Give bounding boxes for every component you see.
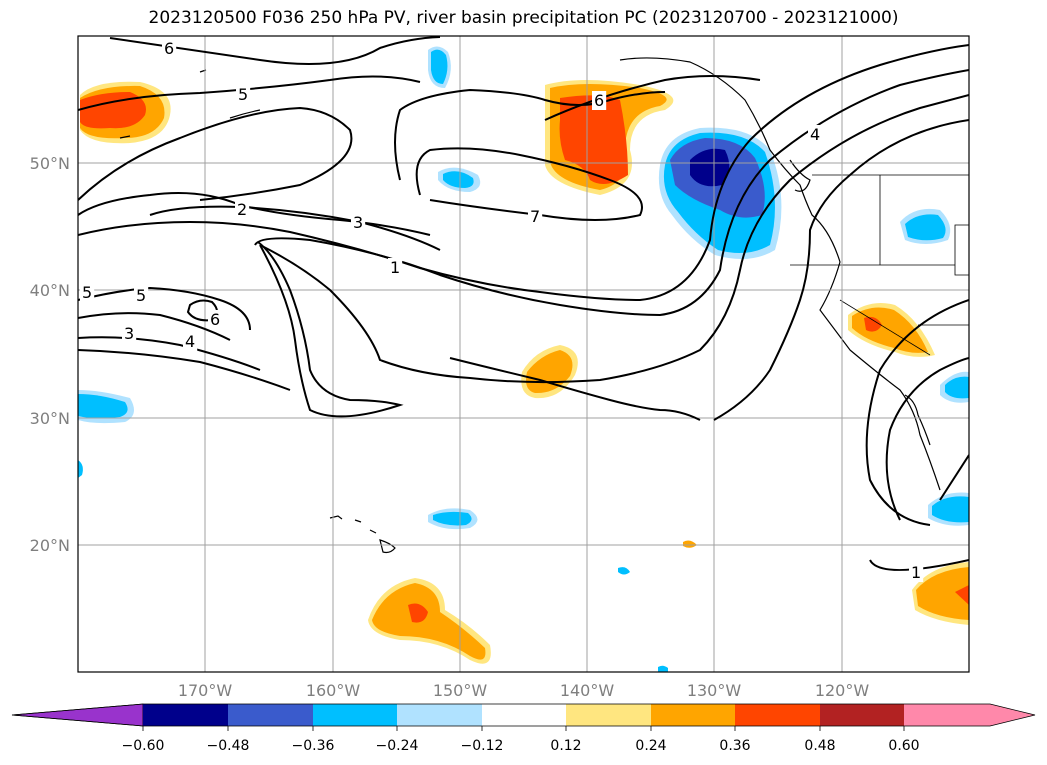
lat-tick-label: 50°N — [30, 154, 70, 173]
colorbar-swatch — [482, 704, 566, 726]
contour-label: 6 — [164, 39, 174, 58]
state-borders — [790, 174, 969, 356]
contour-labels: 6 5 2 3 1 5 5 6 3 4 6 7 4 1 — [80, 39, 924, 582]
map-title: 2023120500 F036 250 hPa PV, river basin … — [148, 8, 899, 28]
colorbar-swatch — [143, 704, 228, 726]
pv-contours — [78, 36, 969, 571]
contour-label: 6 — [210, 310, 220, 329]
colorbar-under-arrow — [11, 703, 144, 727]
colorbar-over-arrow — [904, 704, 1035, 726]
contour-label-halo — [134, 286, 149, 305]
contour-label-halo — [208, 310, 223, 329]
contour-label-halo — [80, 283, 95, 302]
colorbar-tick-label: −0.24 — [376, 738, 419, 754]
contour-label-halo — [183, 332, 198, 351]
lon-tick-label: 140°W — [560, 681, 615, 700]
contour-label: 1 — [911, 563, 921, 582]
colorbar-swatch — [566, 704, 651, 726]
contour-label-halo — [122, 324, 137, 343]
contour-label-halo — [528, 207, 543, 226]
lat-axis: 50°N 40°N 30°N 20°N — [30, 154, 70, 555]
contour-label: 5 — [238, 85, 248, 104]
contour-label-halo — [388, 258, 403, 277]
colorbar-tick-label: 0.60 — [888, 738, 919, 754]
colorbar-tick-label: 0.12 — [550, 738, 581, 754]
contour-label-halo — [909, 563, 924, 582]
colorbar-swatch — [397, 704, 482, 726]
colorbar-tick-label: 0.48 — [804, 738, 835, 754]
colorbar-tick-label: 0.24 — [635, 738, 666, 754]
contour-label-halo — [236, 85, 251, 104]
contour-label: 1 — [390, 258, 400, 277]
lat-tick-label: 40°N — [30, 281, 70, 300]
colorbar-tick-label: −0.36 — [292, 738, 335, 754]
contour-label: 3 — [124, 324, 134, 343]
colorbar-swatch — [228, 704, 313, 726]
map-area: 6 5 2 3 1 5 5 6 3 4 6 7 4 1 — [78, 36, 969, 672]
contour-label: 3 — [353, 213, 363, 232]
lat-tick-label: 30°N — [30, 409, 70, 428]
colorbar-tick-label: 0.36 — [719, 738, 750, 754]
contour-label-halo — [351, 213, 366, 232]
lon-tick-label: 150°W — [433, 681, 488, 700]
contour-label: 7 — [530, 207, 540, 226]
lat-tick-label: 20°N — [30, 536, 70, 555]
map-frame — [77, 35, 970, 673]
lon-tick-label: 130°W — [687, 681, 742, 700]
contour-label: 4 — [185, 332, 195, 351]
contour-label: 2 — [237, 200, 247, 219]
colorbar-tick-label: −0.60 — [122, 738, 165, 754]
lon-tick-label: 170°W — [178, 681, 233, 700]
lon-tick-label: 120°W — [815, 681, 870, 700]
colorbar-swatch — [735, 704, 820, 726]
contour-label-halo — [592, 91, 607, 110]
colorbar-tick-label: −0.12 — [461, 738, 504, 754]
contour-label-halo — [808, 125, 823, 144]
colorbar-swatch — [820, 704, 904, 726]
contour-label: 5 — [136, 286, 146, 305]
contour-label-halo — [235, 200, 250, 219]
contour-label: 6 — [594, 91, 604, 110]
colorbar: −0.60 −0.48 −0.36 −0.24 −0.12 0.12 0.24 … — [11, 703, 1036, 754]
colorbar-tick-label: −0.48 — [207, 738, 250, 754]
colorbar-swatch — [651, 704, 735, 726]
contour-label: 5 — [82, 283, 92, 302]
lon-tick-label: 160°W — [306, 681, 361, 700]
contour-label: 4 — [810, 125, 820, 144]
contour-label-halo — [162, 39, 177, 58]
colorbar-swatch — [313, 704, 397, 726]
coastlines — [119, 57, 941, 554]
precip-anomaly-shading — [78, 46, 969, 672]
lon-axis: 170°W 160°W 150°W 140°W 130°W 120°W — [178, 681, 870, 700]
